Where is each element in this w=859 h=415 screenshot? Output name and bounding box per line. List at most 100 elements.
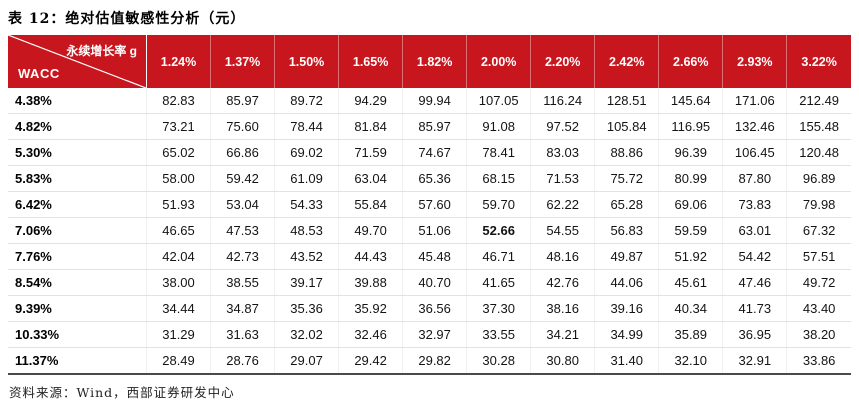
growth-col-header: 3.22%	[786, 35, 851, 88]
source-note: 资料来源：Wind，西部证券研发中心	[9, 385, 235, 400]
value-cell: 43.40	[786, 295, 851, 322]
value-cell: 85.97	[210, 88, 275, 114]
value-cell: 32.91	[722, 347, 787, 373]
value-cell: 116.24	[530, 88, 595, 114]
value-cell: 45.48	[402, 243, 467, 270]
growth-col-header: 1.37%	[210, 35, 275, 88]
value-cell: 97.52	[530, 113, 595, 140]
diagonal-divider-line	[8, 35, 146, 88]
value-cell: 30.28	[466, 347, 531, 373]
value-cell: 45.61	[658, 269, 723, 296]
value-cell: 87.80	[722, 165, 787, 192]
value-cell: 62.22	[530, 191, 595, 218]
value-cell: 43.52	[274, 243, 339, 270]
value-cell: 32.02	[274, 321, 339, 348]
value-cell: 73.83	[722, 191, 787, 218]
value-cell: 89.72	[274, 88, 339, 114]
value-cell: 42.76	[530, 269, 595, 296]
value-cell: 55.84	[338, 191, 403, 218]
value-cell: 53.04	[210, 191, 275, 218]
value-cell: 34.21	[530, 321, 595, 348]
value-cell: 155.48	[786, 113, 851, 140]
value-cell: 88.86	[594, 139, 659, 166]
value-cell: 34.87	[210, 295, 275, 322]
value-cell: 34.44	[145, 295, 211, 322]
value-cell: 69.06	[658, 191, 723, 218]
value-cell: 94.29	[338, 88, 403, 114]
value-cell: 116.95	[658, 113, 723, 140]
value-cell: 132.46	[722, 113, 787, 140]
value-cell: 33.86	[786, 347, 851, 373]
value-cell: 212.49	[786, 88, 851, 114]
table-row: 11.37% 28.49 28.76 29.07 29.42 29.82 30.28 30.8…	[8, 347, 851, 373]
value-cell: 54.33	[274, 191, 339, 218]
value-cell: 65.28	[594, 191, 659, 218]
value-cell: 65.36	[402, 165, 467, 192]
table-row: 7.06% 46.65 47.53 48.53 49.70 51.06 52.66 54.55…	[8, 217, 851, 244]
value-cell: 49.70	[338, 217, 403, 244]
value-cell: 40.70	[402, 269, 467, 296]
value-cell: 28.76	[210, 347, 275, 373]
value-cell: 29.42	[338, 347, 403, 373]
value-cell: 51.92	[658, 243, 723, 270]
growth-col-header: 1.24%	[145, 35, 211, 88]
growth-col-header: 1.65%	[338, 35, 403, 88]
table-row: 8.54% 38.00 38.55 39.17 39.88 40.70 41.65 42.76…	[8, 269, 851, 296]
value-cell: 37.30	[466, 295, 531, 322]
value-cell: 39.16	[594, 295, 659, 322]
growth-col-header: 1.82%	[402, 35, 467, 88]
table-row: 4.82% 73.21 75.60 78.44 81.84 85.97 91.08 97.52…	[8, 113, 851, 140]
table-row: 5.83% 58.00 59.42 61.09 63.04 65.36 68.15 71.53…	[8, 165, 851, 192]
value-cell: 74.67	[402, 139, 467, 166]
sensitivity-table: 永续增长率 g WACC 1.24% 1.37% 1.50% 1.65% 1.82% 2.…	[8, 35, 851, 373]
value-cell: 57.51	[786, 243, 851, 270]
wacc-row-header: 4.38%	[8, 88, 147, 114]
value-cell: 78.44	[274, 113, 339, 140]
value-cell: 39.17	[274, 269, 339, 296]
value-cell: 81.84	[338, 113, 403, 140]
value-cell: 41.73	[722, 295, 787, 322]
wacc-row-header: 7.76%	[8, 243, 147, 270]
wacc-row-header: 5.83%	[8, 165, 147, 192]
header-row: 永续增长率 g WACC 1.24% 1.37% 1.50% 1.65% 1.82% 2.…	[8, 35, 851, 88]
value-cell: 79.98	[786, 191, 851, 218]
value-cell: 58.00	[145, 165, 211, 192]
table-container: 永续增长率 g WACC 1.24% 1.37% 1.50% 1.65% 1.82% 2.…	[8, 35, 851, 375]
value-cell: 106.45	[722, 139, 787, 166]
wacc-row-header: 8.54%	[8, 269, 147, 296]
value-cell: 32.10	[658, 347, 723, 373]
value-cell: 47.53	[210, 217, 275, 244]
value-cell: 54.42	[722, 243, 787, 270]
value-cell: 32.97	[402, 321, 467, 348]
report-table-page: 表 12：绝对估值敏感性分析（元） 永续增长率 g WACC 1.24% 1.37…	[8, 11, 851, 400]
value-cell: 40.34	[658, 295, 723, 322]
wacc-row-header: 6.42%	[8, 191, 147, 218]
growth-col-header: 2.00%	[466, 35, 531, 88]
value-cell: 59.70	[466, 191, 531, 218]
value-cell: 31.29	[145, 321, 211, 348]
value-cell: 171.06	[722, 88, 787, 114]
value-cell: 33.55	[466, 321, 531, 348]
value-cell: 51.93	[145, 191, 211, 218]
value-cell: 44.06	[594, 269, 659, 296]
value-cell: 66.86	[210, 139, 275, 166]
value-cell: 28.49	[145, 347, 211, 373]
table-row: 6.42% 51.93 53.04 54.33 55.84 57.60 59.70 62.22…	[8, 191, 851, 218]
value-cell: 39.88	[338, 269, 403, 296]
value-cell: 56.83	[594, 217, 659, 244]
value-cell: 42.73	[210, 243, 275, 270]
table-row: 7.76% 42.04 42.73 43.52 44.43 45.48 46.71 48.16…	[8, 243, 851, 270]
value-cell: 38.55	[210, 269, 275, 296]
value-cell: 63.04	[338, 165, 403, 192]
value-cell: 36.56	[402, 295, 467, 322]
wacc-row-header: 5.30%	[8, 139, 147, 166]
growth-col-header: 1.50%	[274, 35, 339, 88]
value-cell: 31.40	[594, 347, 659, 373]
wacc-row-header: 4.82%	[8, 113, 147, 140]
value-cell: 38.20	[786, 321, 851, 348]
value-cell: 75.60	[210, 113, 275, 140]
value-cell: 46.71	[466, 243, 531, 270]
value-cell: 67.32	[786, 217, 851, 244]
table-header: 永续增长率 g WACC 1.24% 1.37% 1.50% 1.65% 1.82% 2.…	[8, 35, 851, 88]
value-cell: 96.39	[658, 139, 723, 166]
